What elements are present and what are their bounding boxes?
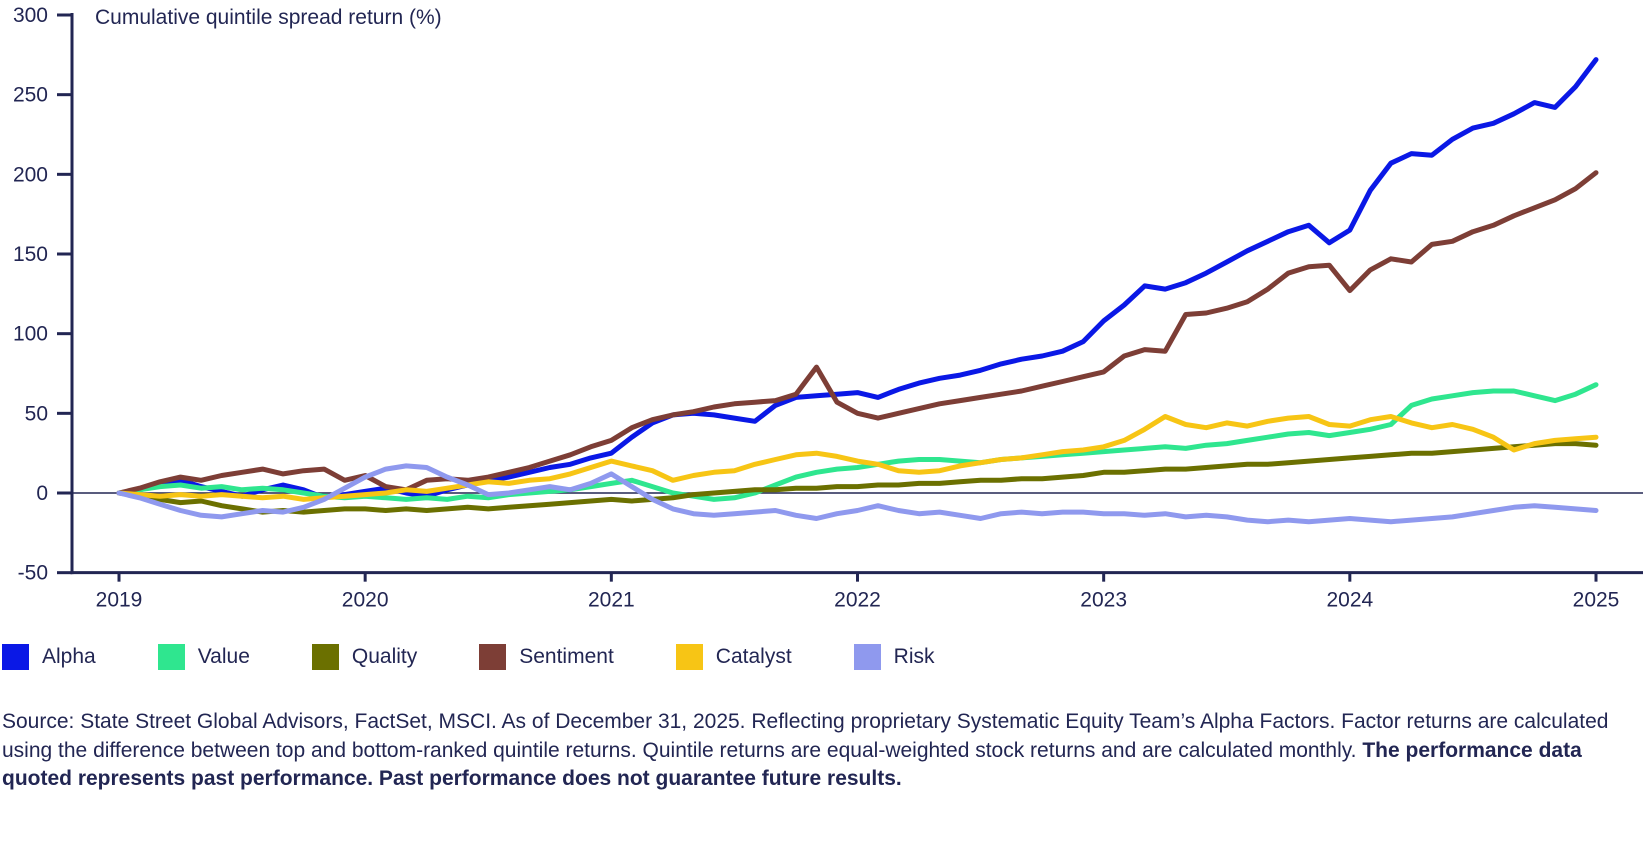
y-tick-label: 300	[13, 4, 48, 27]
performance-disclaimer-text: The performance data quoted represents p…	[2, 738, 1582, 791]
series-line-risk	[116, 463, 1599, 525]
legend-swatch-alpha	[2, 644, 29, 670]
legend-item-sentiment: Sentiment	[479, 644, 614, 670]
series-line-quality	[116, 441, 1599, 515]
x-tick-label: 2019	[96, 589, 143, 612]
legend-label: Value	[197, 645, 250, 668]
legend-swatch-catalyst	[675, 644, 703, 670]
series-line-sentiment	[116, 170, 1599, 496]
x-tick-label: 2024	[1326, 589, 1373, 612]
x-tick-label: 2025	[1573, 589, 1620, 612]
series-line-catalyst	[116, 414, 1599, 502]
y-tick-label: 100	[13, 323, 48, 346]
y-tick-label: 150	[13, 243, 48, 266]
legend-swatch-risk	[853, 644, 881, 670]
legend-item-quality: Quality	[311, 644, 418, 670]
legend-label: Risk	[893, 645, 935, 668]
series-line-alpha	[116, 57, 1599, 501]
chart-legend: Alpha Value Quality Sentiment Catalyst Risk	[2, 642, 1648, 672]
x-tick-label: 2020	[342, 589, 389, 612]
legend-item-alpha: Alpha	[2, 644, 96, 670]
source-note: Source: State Street Global Advisors, Fa…	[2, 708, 1632, 794]
legend-item-catalyst: Catalyst	[675, 644, 792, 670]
legend-item-value: Value	[157, 644, 250, 670]
legend-item-risk: Risk	[853, 644, 935, 670]
x-tick-label: 2022	[834, 589, 881, 612]
chart-title: Cumulative quintile spread return (%)	[95, 6, 442, 29]
legend-label: Alpha	[42, 645, 96, 668]
y-tick-label: 250	[13, 84, 48, 107]
line-chart: 300 250 200 150 100 50 0 -50 2019 2020 2021 2022 202…	[13, 4, 1643, 612]
legend-swatch-sentiment	[479, 644, 507, 670]
y-tick-label: -50	[18, 562, 48, 585]
legend-label: Sentiment	[519, 645, 614, 668]
y-tick-label: 50	[25, 402, 48, 425]
legend-swatch-value	[157, 644, 185, 670]
x-tick-label: 2021	[588, 589, 635, 612]
legend-label: Catalyst	[715, 645, 792, 668]
series-line-value	[116, 382, 1599, 502]
x-tick-label: 2023	[1080, 589, 1127, 612]
source-note-text: Source: State Street Global Advisors, Fa…	[2, 710, 1609, 762]
legend-swatch-quality	[311, 644, 339, 670]
y-tick-label: 0	[36, 482, 48, 505]
y-tick-label: 200	[13, 163, 48, 186]
legend-label: Quality	[351, 645, 418, 668]
